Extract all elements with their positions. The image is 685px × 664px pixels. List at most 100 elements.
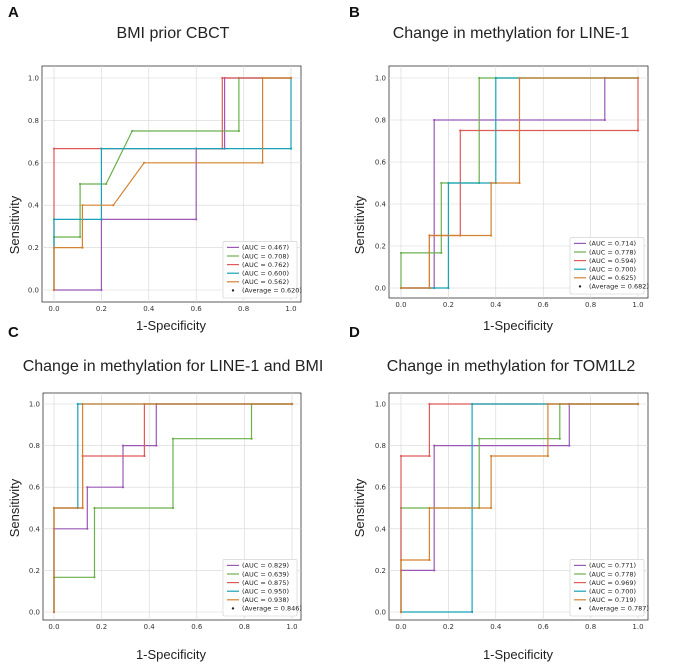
y-tick-label: 1.0 — [375, 75, 386, 83]
legend-box — [222, 241, 298, 299]
roc-point — [433, 118, 436, 122]
roc-point — [52, 610, 56, 614]
legend-entry: (AUC = 0.778) — [589, 248, 636, 256]
x-tick-label: 0.2 — [443, 301, 454, 309]
roc-point — [399, 454, 403, 458]
roc-point — [155, 444, 158, 447]
x-tick-label: 1.0 — [286, 623, 297, 631]
x-tick-label: 0.6 — [191, 305, 203, 313]
y-tick-label: 0.8 — [375, 117, 386, 125]
x-axis-label: 1-Specificity — [483, 647, 554, 662]
roc-point — [489, 234, 493, 237]
x-tick-label: 0.4 — [143, 305, 155, 313]
roc-point — [289, 147, 293, 150]
roc-point — [81, 246, 84, 249]
y-tick-label: 0.2 — [28, 244, 39, 252]
x-tick-label: 0.4 — [144, 623, 156, 631]
legend-average: (Average = 0.787) — [589, 605, 649, 613]
x-tick-label: 0.4 — [490, 623, 502, 631]
roc-point — [399, 251, 403, 255]
legend-box — [569, 237, 645, 295]
legend-box — [569, 559, 645, 617]
y-tick-label: 1.0 — [28, 75, 39, 83]
roc-point — [237, 129, 240, 133]
roc-point — [489, 181, 493, 185]
y-tick-label: 0.2 — [375, 243, 386, 251]
roc-point — [440, 181, 443, 185]
legend-average-marker — [231, 607, 235, 610]
legend-entry: (AUC = 0.594) — [589, 257, 636, 265]
y-tick-label: 0.6 — [29, 484, 41, 492]
roc-point — [221, 76, 224, 80]
y-tick-label: 0.8 — [29, 442, 40, 450]
roc-point — [112, 204, 115, 207]
y-tick-label: 0.4 — [375, 525, 387, 533]
legend: (AUC = 0.829)(AUC = 0.639)(AUC = 0.875)(… — [222, 559, 302, 617]
roc-point — [93, 506, 96, 510]
roc-point — [143, 454, 146, 458]
legend-average: (Average = 0.846) — [242, 605, 302, 613]
y-tick-label: 0.0 — [375, 609, 386, 617]
x-tick-label: 0.8 — [585, 301, 596, 309]
x-tick-label: 0.8 — [239, 623, 250, 631]
legend-entry: (AUC = 0.600) — [242, 270, 289, 278]
legend-entry: (AUC = 0.969) — [589, 579, 636, 587]
y-tick-label: 0.0 — [29, 609, 40, 617]
legend-entry: (AUC = 0.950) — [242, 588, 289, 596]
legend-entry: (AUC = 0.762) — [242, 261, 289, 269]
y-tick-label: 0.8 — [375, 442, 386, 450]
x-tick-label: 0.2 — [443, 623, 454, 631]
legend-entry: (AUC = 0.714) — [589, 240, 636, 248]
roc-point — [428, 558, 431, 562]
roc-point — [52, 147, 56, 150]
roc-point — [171, 506, 175, 510]
roc-point — [100, 288, 103, 292]
y-tick-label: 0.8 — [28, 117, 39, 125]
roc-point — [399, 286, 403, 290]
x-tick-label: 0.4 — [490, 301, 502, 309]
y-axis-label: Sensitivity — [352, 195, 367, 254]
roc-point — [494, 76, 497, 80]
roc-point — [52, 506, 56, 510]
chart-title: Change in methylation for LINE-1 and BMI — [23, 358, 324, 375]
legend-average-marker — [578, 285, 582, 288]
roc-point — [471, 402, 474, 406]
y-tick-label: 0.4 — [28, 202, 40, 210]
y-axis-label: Sensitivity — [352, 478, 367, 537]
roc-point — [603, 118, 606, 122]
roc-point — [171, 437, 175, 440]
legend-average: (Average = 0.620) — [242, 287, 302, 295]
legend-entry: (AUC = 0.778) — [589, 570, 636, 578]
roc-point — [78, 182, 82, 186]
roc-point — [289, 76, 293, 80]
roc-point — [568, 444, 571, 447]
x-tick-label: 0.8 — [585, 623, 596, 631]
roc-point — [636, 402, 640, 406]
roc-point — [447, 286, 450, 290]
y-tick-label: 0.4 — [29, 525, 41, 533]
roc-point — [261, 76, 264, 80]
y-tick-label: 1.0 — [375, 401, 386, 409]
roc-point — [447, 181, 450, 185]
roc-point — [86, 527, 89, 530]
roc-point — [546, 454, 550, 458]
legend-entry: (AUC = 0.829) — [242, 562, 289, 570]
x-tick-label: 0.6 — [191, 623, 203, 631]
roc-point — [428, 286, 431, 290]
legend: (AUC = 0.771)(AUC = 0.778)(AUC = 0.969)(… — [569, 559, 649, 617]
x-axis-label: 1-Specificity — [483, 318, 554, 333]
y-tick-label: 0.6 — [28, 159, 40, 167]
roc-point — [428, 506, 431, 510]
roc-point — [478, 437, 481, 440]
roc-point — [121, 444, 125, 447]
roc-point — [471, 610, 474, 614]
legend-entry: (AUC = 0.700) — [589, 588, 636, 596]
panel-letter: B — [349, 4, 360, 21]
x-tick-label: 0.8 — [238, 305, 249, 313]
roc-point — [636, 129, 640, 132]
y-tick-label: 1.0 — [29, 401, 40, 409]
legend-entry: (AUC = 0.562) — [242, 278, 289, 286]
roc-point — [250, 437, 253, 440]
roc-point — [142, 161, 146, 164]
